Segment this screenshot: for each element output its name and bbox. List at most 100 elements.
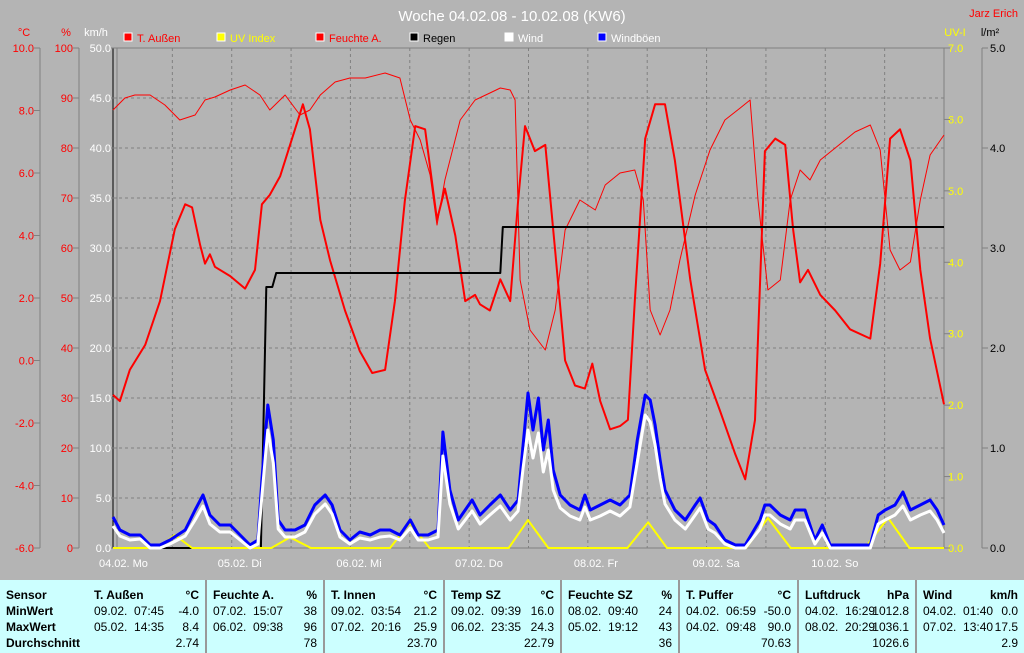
axis-tick-label-rain: 0.0 — [990, 543, 1005, 555]
legend-swatch — [504, 32, 514, 42]
axis-tick-label-humidity: 50 — [61, 293, 73, 305]
axis-tick-label-wind: 40.0 — [90, 143, 111, 155]
axis-label-temp: °C — [18, 27, 30, 39]
max-value: 90.0 — [767, 620, 791, 634]
axis-tick-label-wind: 0.0 — [96, 543, 111, 555]
axis-tick-label-temp: 2.0 — [19, 293, 34, 305]
axis-tick-label-rain: 3.0 — [990, 243, 1005, 255]
min-time: 09.02. 03:54 — [331, 604, 402, 618]
min-value: 38 — [303, 604, 317, 618]
axis-tick-label-humidity: 40 — [61, 343, 73, 355]
axis-tick-label-temp: 4.0 — [19, 231, 34, 243]
table-column: T. Außen °C 09.02. 07:45 -4.0 05.02. 14:35 8.… — [88, 580, 205, 653]
legend-label: Feuchte A. — [329, 33, 382, 45]
avg-value: 22.79 — [523, 636, 554, 650]
axis-tick-label-humidity: 30 — [61, 393, 73, 405]
legend-label: Wind — [518, 33, 543, 45]
x-tick-label: 09.02. Sa — [693, 558, 741, 570]
axis-tick-label-wind: 35.0 — [90, 193, 111, 205]
axis-tick-label-wind: 50.0 — [90, 43, 111, 55]
sensor-name: T. Innen — [331, 588, 376, 602]
min-time: 04.02. 16:29 — [805, 604, 876, 618]
avg-value: 36 — [658, 636, 672, 650]
x-tick-label: 04.02. Mo — [99, 558, 148, 570]
min-time: 08.02. 09:40 — [568, 604, 639, 618]
min-value: 0.0 — [1001, 604, 1018, 618]
x-tick-label: 10.02. So — [811, 558, 858, 570]
axis-label-rain: l/m² — [981, 27, 1000, 39]
axis-tick-label-humidity: 10 — [61, 493, 73, 505]
min-time: 09.02. 09:39 — [451, 604, 522, 618]
row-label-sensor: Sensor — [6, 588, 47, 602]
min-value: 24 — [658, 604, 672, 618]
avg-value: 2.74 — [175, 636, 199, 650]
legend-label: Regen — [423, 33, 455, 45]
max-time: 06.02. 09:38 — [213, 620, 284, 634]
chart-title: Woche 04.02.08 - 10.02.08 (KW6) — [398, 8, 625, 25]
table-column: T. Puffer °C 04.02. 06:59 -50.0 04.02. 09:48… — [678, 580, 797, 653]
sensor-unit: hPa — [886, 588, 909, 602]
axis-tick-label-wind: 5.0 — [96, 493, 111, 505]
sensor-unit: °C — [540, 588, 554, 602]
axis-tick-label-temp: -6.0 — [15, 543, 34, 555]
table-column: Wind km/h 04.02. 01:40 0.0 07.02. 13:40 17.5 2… — [915, 580, 1024, 653]
table-column: Feuchte A.% 07.02. 15:07 38 06.02. 09:38 96 7… — [205, 580, 323, 653]
sensor-unit: °C — [777, 588, 791, 602]
statistics-table: Sensor MinWert MaxWert Durchschnitt T. A… — [0, 580, 1024, 653]
legend-label: UV Index — [230, 33, 276, 45]
table-column: T. Innen °C 09.02. 03:54 21.2 07.02. 20:16 25… — [323, 580, 443, 653]
axis-tick-label-uv: 3.0 — [948, 329, 963, 341]
min-value: 1012.8 — [872, 604, 909, 618]
sensor-unit: °C — [185, 588, 199, 602]
min-time: 04.02. 06:59 — [686, 604, 757, 618]
legend-swatch — [315, 32, 325, 42]
axis-tick-label-rain: 2.0 — [990, 343, 1005, 355]
axis-tick-label-uv: 0.0 — [948, 543, 963, 555]
x-tick-label: 05.02. Di — [218, 558, 262, 570]
max-time: 07.02. 20:16 — [331, 620, 402, 634]
sensor-name: Luftdruck — [805, 588, 861, 602]
axis-tick-label-temp: -2.0 — [15, 418, 34, 430]
min-value: -50.0 — [763, 604, 791, 618]
min-time: 04.02. 01:40 — [923, 604, 994, 618]
avg-value: 78 — [303, 636, 317, 650]
axis-tick-label-rain: 1.0 — [990, 443, 1005, 455]
legend-swatch — [597, 32, 607, 42]
axis-tick-label-rain: 4.0 — [990, 143, 1005, 155]
series-line-windb-en — [111, 391, 946, 547]
axis-tick-label-humidity: 0 — [67, 543, 73, 555]
row-label-max: MaxWert — [6, 620, 56, 634]
axis-tick-label-uv: 7.0 — [948, 43, 963, 55]
x-tick-label: 06.02. Mi — [336, 558, 381, 570]
author-label: Jarz Erich — [969, 8, 1018, 20]
legend-swatch — [123, 32, 133, 42]
axis-label-humidity: % — [61, 27, 71, 39]
sensor-unit: % — [306, 588, 317, 602]
series-line-feuchte-a- — [112, 72, 945, 351]
max-time: 05.02. 14:35 — [94, 620, 165, 634]
max-value: 24.3 — [530, 620, 554, 634]
max-time: 04.02. 09:48 — [686, 620, 757, 634]
sensor-unit: % — [661, 588, 672, 602]
max-value: 1036.1 — [872, 620, 909, 634]
series-line-t-au-en — [112, 103, 945, 481]
axis-tick-label-uv: 2.0 — [948, 400, 963, 412]
avg-value: 23.70 — [406, 636, 437, 650]
sensor-name: T. Puffer — [686, 588, 734, 602]
min-value: -4.0 — [178, 604, 199, 618]
legend-label: T. Außen — [137, 33, 180, 45]
axis-label-uv: UV-I — [944, 27, 965, 39]
row-label-min: MinWert — [6, 604, 54, 618]
table-column: Temp SZ °C 09.02. 09:39 16.0 06.02. 23:35 24.… — [443, 580, 560, 653]
table-column: Luftdruck hPa 04.02. 16:29 1012.8 08.02. 20:… — [797, 580, 915, 653]
sensor-name: Feuchte A. — [213, 588, 274, 602]
axis-tick-label-rain: 5.0 — [990, 43, 1005, 55]
axis-tick-label-humidity: 90 — [61, 93, 73, 105]
axis-tick-label-humidity: 100 — [55, 43, 73, 55]
max-value: 25.9 — [413, 620, 437, 634]
min-value: 16.0 — [530, 604, 554, 618]
weather-chart: Woche 04.02.08 - 10.02.08 (KW6) Jarz Eric… — [13, 8, 1018, 570]
max-time: 06.02. 23:35 — [451, 620, 522, 634]
axis-tick-label-uv: 1.0 — [948, 472, 963, 484]
axis-tick-label-humidity: 80 — [61, 143, 73, 155]
